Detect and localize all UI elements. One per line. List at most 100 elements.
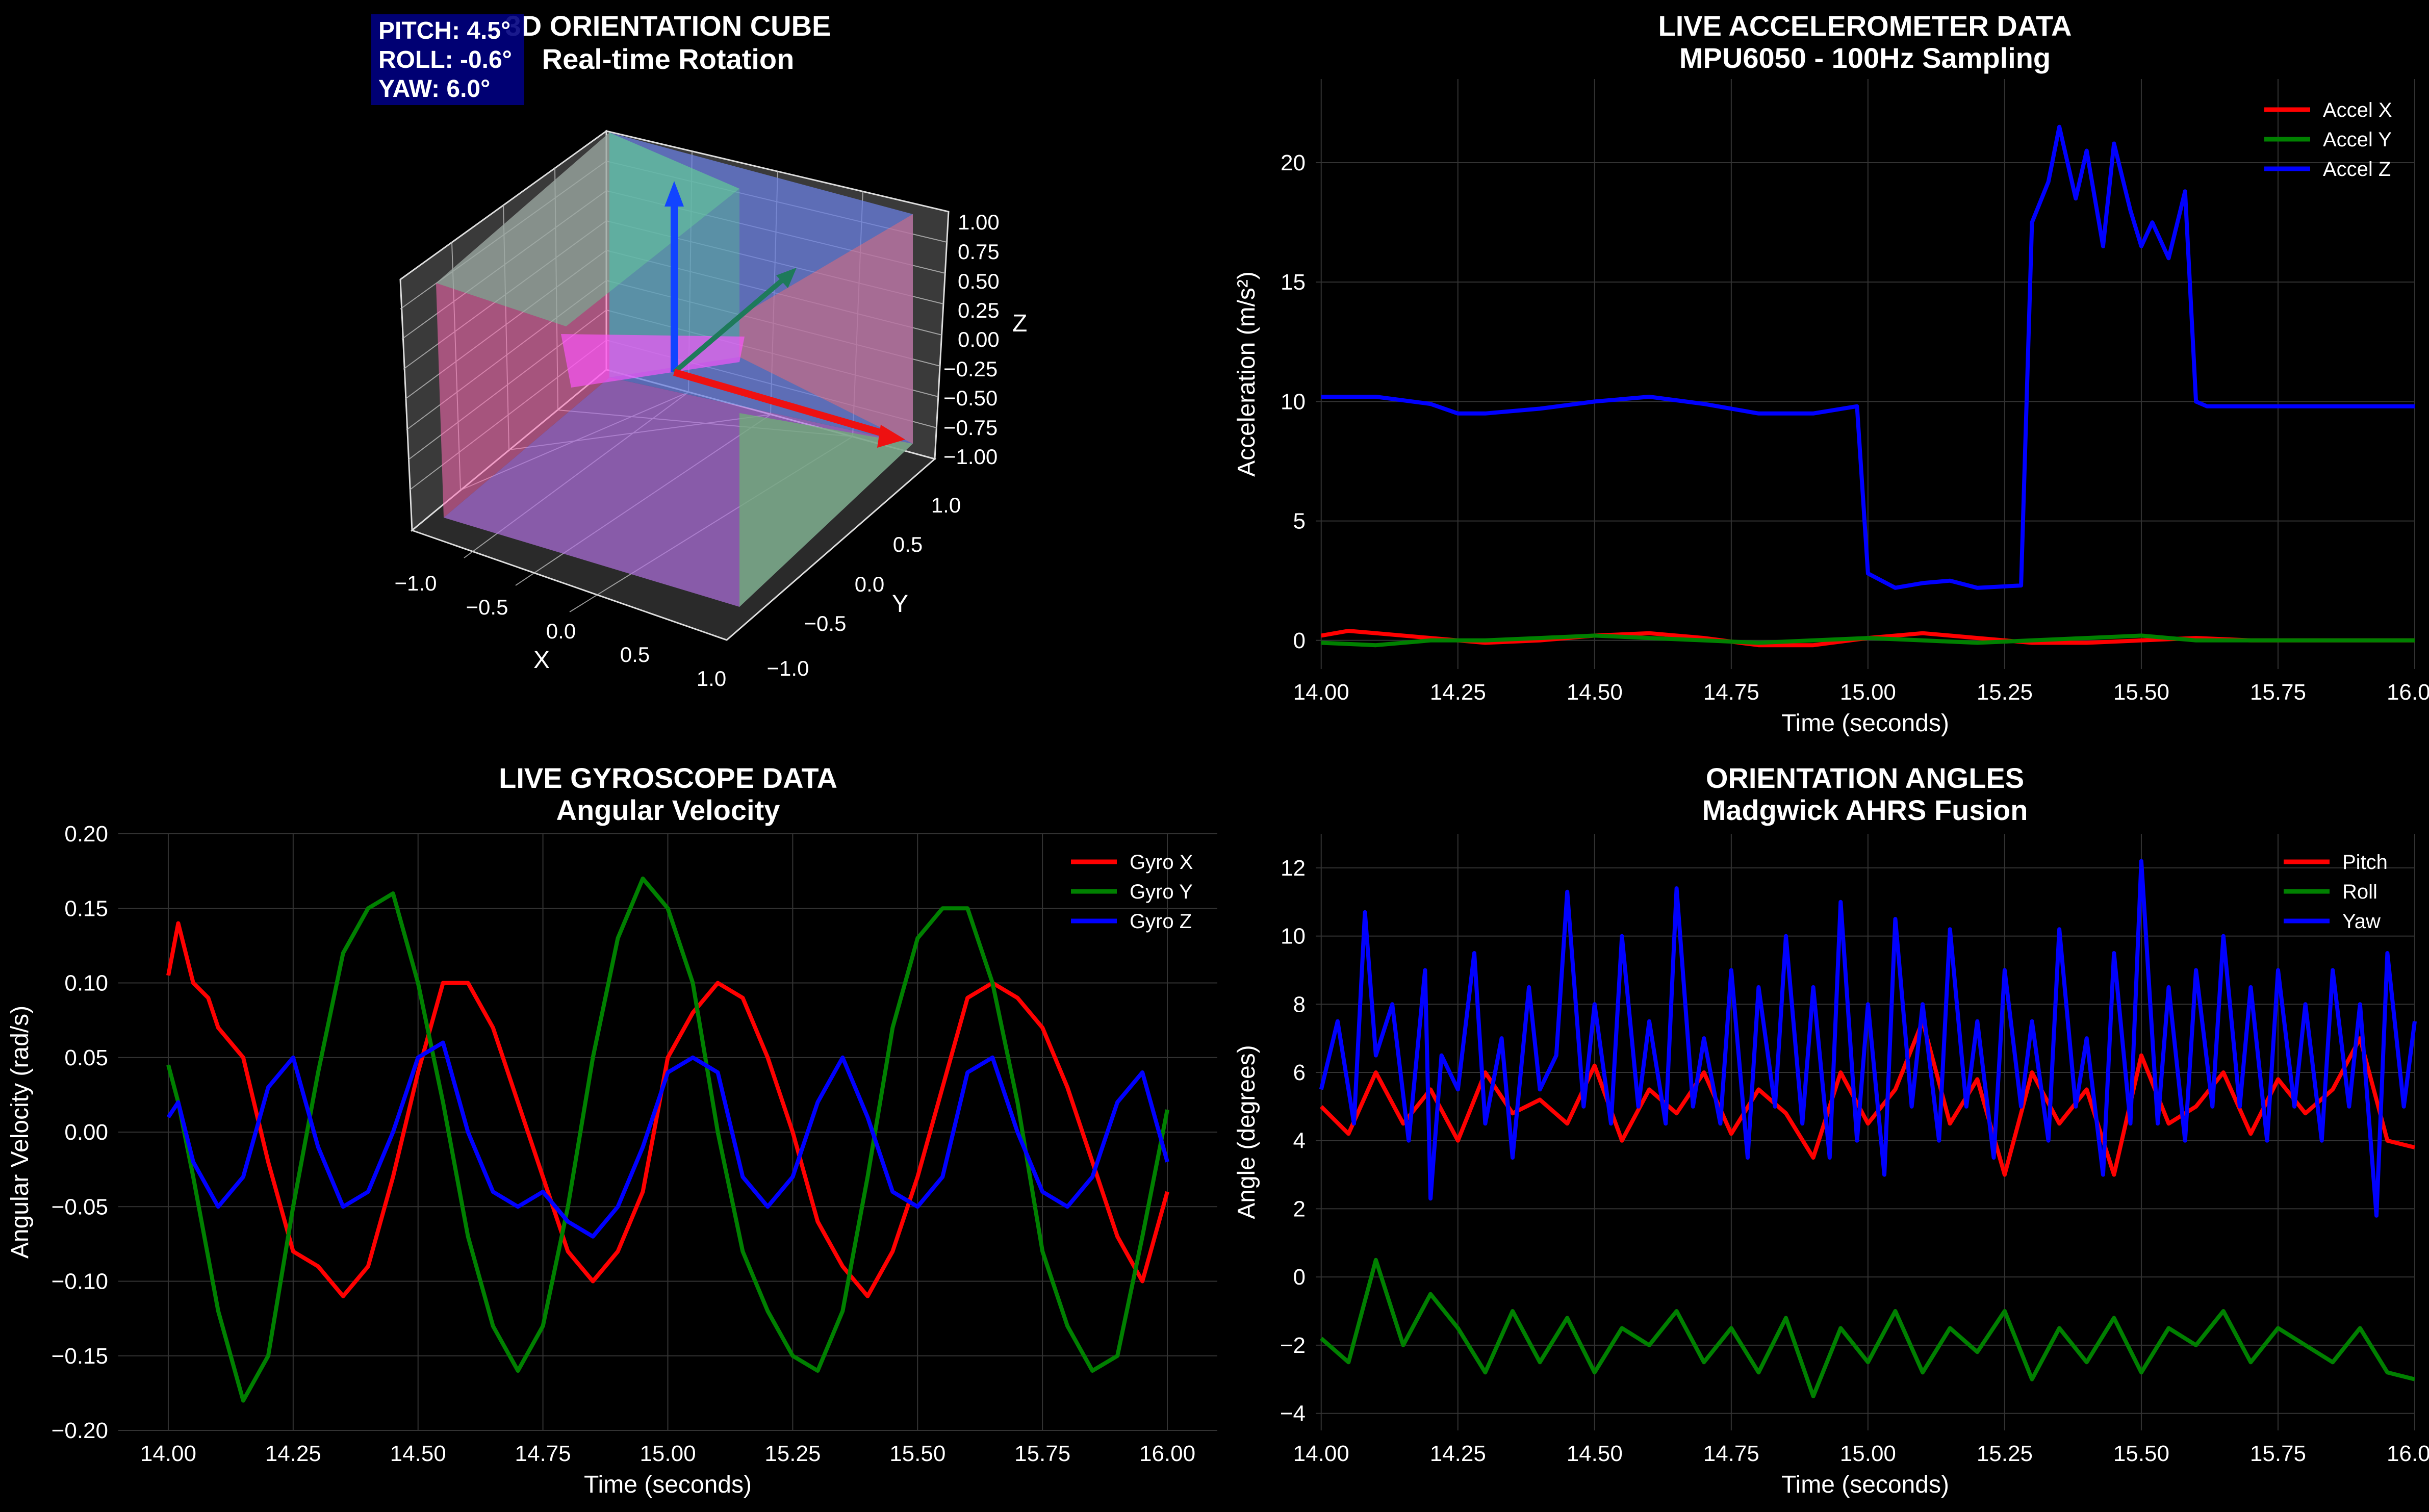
y-tick: −0.5 [804,611,847,635]
y-tick-label: 0.10 [64,971,108,996]
orientation-angles-chart: 14.00 14.25 14.50 14.75 15.00 15.25 15.50 15.75… [1233,762,2429,1498]
y-tick-label: 0.20 [64,822,108,847]
x-tick: 0.0 [546,619,576,643]
orientation-cube-panel: 3D ORIENTATION CUBE Real-time Rotation [371,10,1027,690]
orientation-readout: PITCH: 4.5° ROLL: -0.6° YAW: 6.0° [371,14,524,105]
x-tick: 0.5 [620,643,650,667]
x-tick-label: 15.50 [2113,680,2169,705]
y-tick-label: −0.05 [52,1194,108,1219]
cube-x-label: X [533,647,550,674]
x-tick-label: 14.25 [1430,680,1486,705]
y-tick: −1.0 [767,656,809,680]
series-line-gyro-z [166,1040,1169,1239]
y-tick-label: −4 [1280,1401,1306,1426]
y-tick-label: 10 [1281,389,1306,414]
y-tick-label: −2 [1280,1333,1306,1358]
chart-title: LIVE GYROSCOPE DATA [499,762,837,794]
legend-label: Accel X [2323,99,2392,121]
z-tick: −0.75 [943,416,998,440]
y-vector-head [776,268,797,288]
legend-label: Accel Y [2323,129,2392,151]
pitch-readout: PITCH: 4.5° [378,17,510,44]
y-tick-label: 0 [1293,1265,1306,1290]
y-tick-label: −0.15 [52,1344,108,1369]
x-tick-label: 14.00 [140,1441,196,1466]
y-tick: 1.0 [931,493,961,517]
x-tick: 1.0 [697,667,726,690]
x-tick-label: 15.25 [764,1441,821,1466]
cube-z-ticks: 1.00 0.75 0.50 0.25 0.00 −0.25 −0.50 −0.… [943,210,1000,469]
cube-title: 3D ORIENTATION CUBE [505,10,831,42]
x-tick-label: 15.00 [640,1441,696,1466]
x-tick-label: 15.50 [889,1441,945,1466]
x-tick-label: 15.00 [1840,1441,1896,1466]
legend-label: Pitch [2342,851,2388,874]
chart-title: LIVE ACCELEROMETER DATA [1658,10,2072,42]
y-axis-label: Angle (degrees) [1233,1045,1260,1219]
y-tick-label: 0.05 [64,1045,108,1070]
x-axis-label: Time (seconds) [1781,1471,1949,1498]
x-tick-label: 14.50 [390,1441,446,1466]
x-tick-label: 15.25 [1977,1441,2033,1466]
chart-subtitle: MPU6050 - 100Hz Sampling [1679,42,2051,74]
z-vector-head [664,181,684,207]
x-tick-label: 14.50 [1567,680,1623,705]
y-tick-label: 12 [1281,856,1306,881]
series-line-pitch [1319,1019,2415,1177]
y-tick-label: 6 [1293,1060,1306,1085]
x-tick-label: 14.25 [1430,1441,1486,1466]
series-line-accel-y [1321,633,2415,648]
legend-label: Roll [2342,881,2377,903]
y-tick-label: 5 [1293,509,1306,534]
legend-label: Gyro Y [1130,881,1193,903]
x-tick-label: 14.75 [515,1441,571,1466]
z-tick: 0.50 [958,269,1000,293]
y-tick-label: 0.00 [64,1120,108,1145]
x-tick-label: 14.50 [1567,1441,1623,1466]
y-tick-label: 2 [1293,1196,1306,1221]
x-tick-label: 15.75 [2250,680,2306,705]
z-tick: 0.25 [958,298,1000,322]
x-tick-label: 14.00 [1293,1441,1349,1466]
legend-label: Gyro X [1130,851,1193,874]
x-tick-label: 16.00 [2387,1441,2429,1466]
series-line-roll [1320,1258,2415,1399]
orientation-vectors [664,181,905,448]
cube-x-ticks: −1.0 −0.5 0.0 0.5 1.0 [395,571,727,690]
chart-title: ORIENTATION ANGLES [1706,762,2024,794]
cube-y-label: Y [892,591,908,618]
y-tick-label: 0 [1293,628,1306,653]
y-tick-label: 8 [1293,992,1306,1017]
z-tick: −1.00 [943,445,998,469]
series-line-yaw [1319,859,2417,1218]
y-tick-label: −0.20 [52,1418,108,1443]
y-tick: 0.5 [893,532,923,556]
x-tick: −0.5 [466,595,508,619]
z-tick: 1.00 [958,210,1000,234]
x-axis-label: Time (seconds) [584,1471,752,1498]
legend-label: Gyro Z [1130,910,1192,933]
chart-subtitle: Angular Velocity [556,794,780,826]
x-axis-label: Time (seconds) [1781,710,1949,737]
x-tick-label: 15.50 [2113,1441,2169,1466]
cube-y-ticks: 1.0 0.5 0.0 −0.5 −1.0 [767,493,961,680]
cube-z-label: Z [1012,310,1027,337]
x-tick: −1.0 [395,571,437,595]
x-tick-label: 14.75 [1703,1441,1759,1466]
z-tick: 0.00 [958,327,1000,351]
x-vector-head [877,425,905,448]
y-tick-label: −0.10 [52,1269,108,1294]
x-tick-label: 15.25 [1977,680,2033,705]
series-line-accel-z [1321,124,2415,590]
x-vector [673,369,893,440]
z-tick: −0.50 [943,386,998,410]
z-tick: 0.75 [958,240,1000,264]
y-tick: 0.0 [855,572,884,596]
gyroscope-chart: 14.00 14.25 14.50 14.75 15.00 15.25 15.50 15.75… [7,762,1217,1498]
legend-label: Yaw [2342,910,2381,933]
x-tick-label: 14.75 [1703,680,1759,705]
chart-subtitle: Madgwick AHRS Fusion [1702,794,2028,826]
yaw-readout: YAW: 6.0° [378,75,490,102]
z-tick: −0.25 [943,357,998,381]
